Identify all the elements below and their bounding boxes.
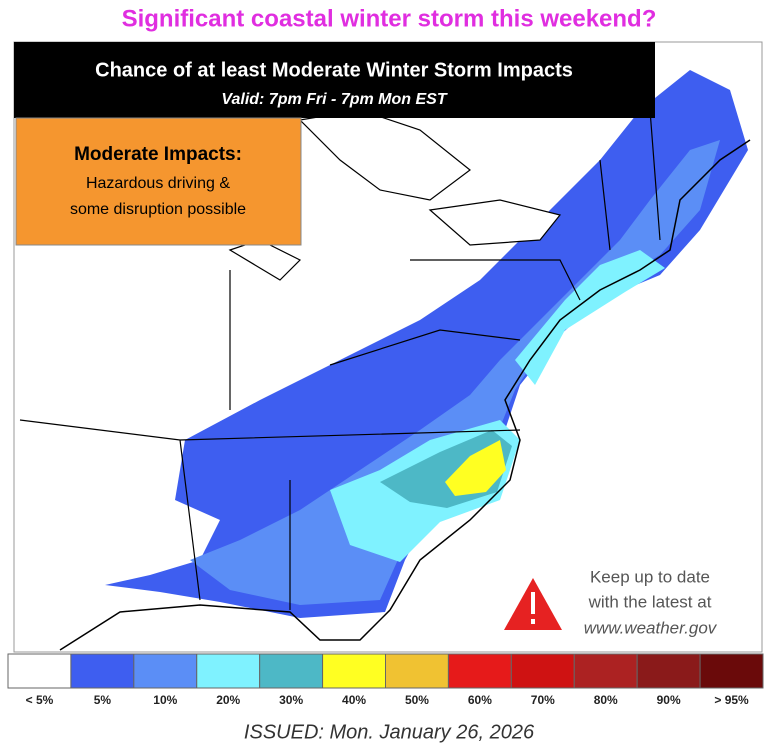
state-borders xyxy=(19,109,661,610)
legend-swatch xyxy=(510,653,575,689)
impact-text: Hazardous driving & xyxy=(86,175,230,192)
legend-label: 70% xyxy=(531,693,555,707)
warning-icon-mark xyxy=(531,619,535,624)
warning-icon-mark xyxy=(531,592,535,614)
legend-swatch xyxy=(447,653,512,689)
probability-area xyxy=(190,140,720,605)
legend-label: 40% xyxy=(342,693,366,707)
legend-swatch xyxy=(259,653,324,689)
legend-swatch xyxy=(70,653,135,689)
notice-text: Keep up to date xyxy=(590,567,710,586)
legend-swatch xyxy=(573,653,638,689)
legend-label: > 95% xyxy=(714,693,749,707)
legend-label: 50% xyxy=(405,693,429,707)
notice-text: with the latest at xyxy=(588,592,712,611)
legend-label: 60% xyxy=(468,693,492,707)
page-title: Significant coastal winter storm this we… xyxy=(122,5,657,32)
legend-swatch xyxy=(196,653,261,689)
legend-label: 30% xyxy=(279,693,303,707)
header-box xyxy=(14,42,655,118)
coastline xyxy=(59,139,751,651)
legend-label: 20% xyxy=(216,693,240,707)
impact-title: Moderate Impacts: xyxy=(74,144,242,165)
header-subtitle: Valid: 7pm Fri - 7pm Mon EST xyxy=(221,91,447,108)
legend-label: 80% xyxy=(594,693,618,707)
legend-label: 10% xyxy=(153,693,177,707)
legend-swatch xyxy=(636,653,701,689)
legend-label: 90% xyxy=(657,693,681,707)
legend-swatch xyxy=(385,653,449,689)
impact-text: some disruption possible xyxy=(70,201,246,218)
probability-area xyxy=(105,70,748,618)
legend-label: 5% xyxy=(94,693,112,707)
legend-swatch xyxy=(133,653,198,689)
header-title: Chance of at least Moderate Winter Storm… xyxy=(95,59,573,81)
legend-label: < 5% xyxy=(26,693,54,707)
probability-area xyxy=(515,250,665,385)
legend-swatch xyxy=(699,653,764,689)
issued-date: ISSUED: Mon. January 26, 2026 xyxy=(244,721,535,743)
legend-swatch xyxy=(7,653,72,689)
notice-link[interactable]: www.weather.gov xyxy=(584,618,718,637)
legend: < 5% 5% 10% 20% 30% 40% 50% 60% 70% 80% 90% > 95% xyxy=(7,653,764,707)
impact-box xyxy=(15,117,302,246)
legend-swatch xyxy=(322,653,387,689)
probability-area xyxy=(445,440,506,496)
